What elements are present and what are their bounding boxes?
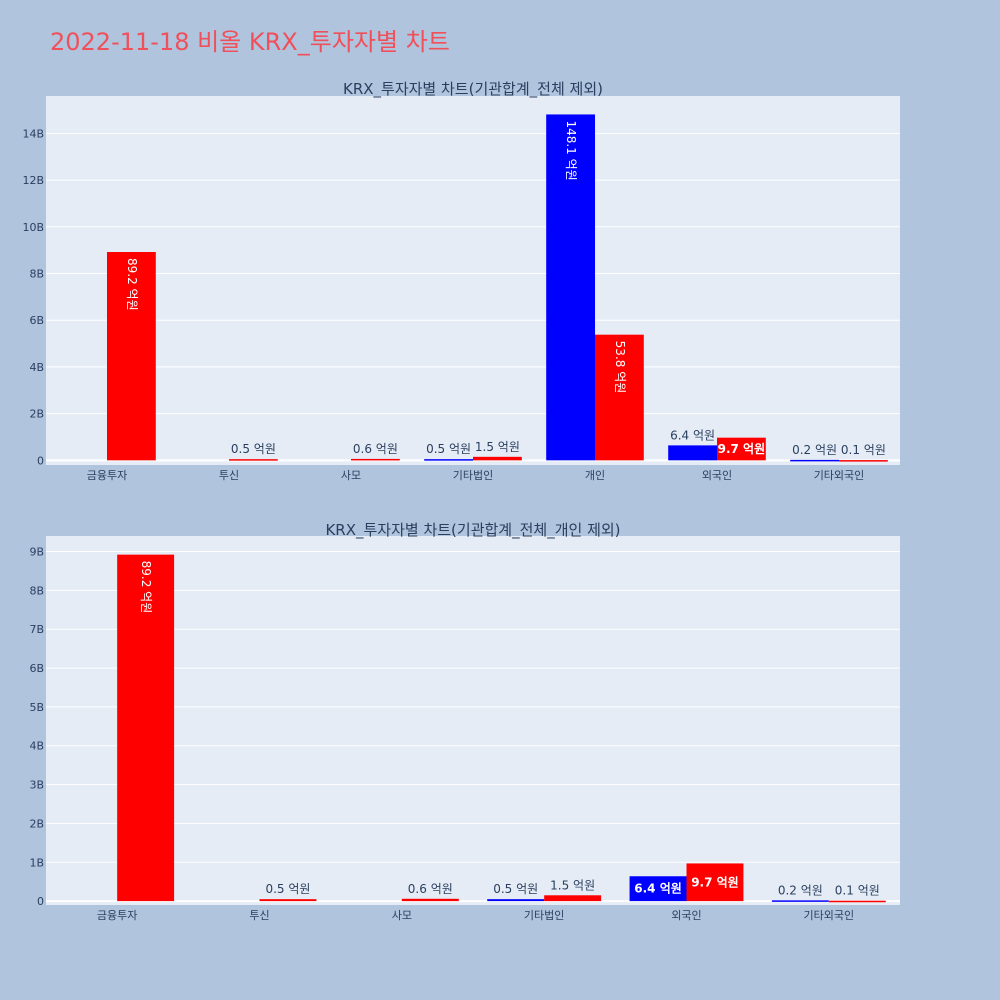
x-tick-label: 기타법인 <box>453 469 493 482</box>
data-label: 0.2 억원 <box>792 443 837 457</box>
bar-sell <box>229 459 278 461</box>
chart-title: KRX_투자자별 차트(기관합계_전체 제외) <box>343 80 603 99</box>
y-tick-label: 1B <box>29 856 44 869</box>
bar-sell <box>828 900 886 903</box>
y-tick-label: 4B <box>29 740 44 753</box>
data-label: 0.5 억원 <box>265 882 310 896</box>
y-tick-label: 2B <box>29 408 44 421</box>
bar-sell <box>473 456 522 461</box>
bar-buy <box>629 876 687 902</box>
bar-sell <box>717 437 766 461</box>
x-tick-label: 개인 <box>585 469 605 482</box>
y-tick-label: 6B <box>29 662 44 675</box>
y-tick-label: 9B <box>29 546 44 559</box>
bar-buy <box>668 445 717 461</box>
x-tick-label: 사모 <box>341 469 361 482</box>
bar-sell <box>839 460 888 462</box>
data-label: 0.6 억원 <box>408 882 453 896</box>
plot-area <box>46 96 900 465</box>
data-label: 6.4 억원 <box>670 428 715 442</box>
bar-buy <box>424 459 473 461</box>
x-tick-label: 외국인 <box>671 909 701 922</box>
bar-sell <box>107 252 156 461</box>
page-title: 2022-11-18 비올 KRX_투자자별 차트 <box>50 28 450 56</box>
chart-panel-1: KRX_투자자별 차트(기관합계_전체 제외) 0 2B 4B 6B 8B 10B 12B 14… <box>22 80 900 482</box>
data-label: 89.2 억원 <box>139 561 153 614</box>
data-label: 0.5 억원 <box>426 442 471 456</box>
data-label: 53.8 억원 <box>613 341 627 394</box>
bar-sell <box>544 895 602 902</box>
data-label: 1.5 억원 <box>475 440 520 454</box>
y-tick-label: 7B <box>29 623 44 636</box>
bar-sell <box>595 334 644 461</box>
y-tick-label: 6B <box>29 314 44 327</box>
data-label: 6.4 억원 <box>634 882 682 896</box>
bar-buy <box>546 114 595 461</box>
y-tick-label: 4B <box>29 361 44 374</box>
x-tick-label: 투신 <box>249 909 269 922</box>
data-label: 9.7 억원 <box>691 875 739 889</box>
x-tick-label: 외국인 <box>702 469 732 482</box>
y-tick-label: 0 <box>37 454 44 467</box>
y-tick-label: 8B <box>29 267 44 280</box>
bar-sell <box>401 898 459 902</box>
plot-area <box>46 536 900 905</box>
x-tick-label: 금융투자 <box>87 469 127 482</box>
y-tick-label: 14B <box>22 127 44 140</box>
bar-sell <box>351 458 400 461</box>
x-tick-label: 투신 <box>219 469 239 482</box>
y-tick-label: 2B <box>29 817 44 830</box>
x-tick-label: 기타외국인 <box>814 469 865 482</box>
x-tick-label: 사모 <box>392 909 412 922</box>
data-label: 0.5 억원 <box>493 882 538 896</box>
data-label: 0.2 억원 <box>778 883 823 897</box>
bar-buy <box>487 899 545 902</box>
bar-sell <box>259 899 317 902</box>
y-tick-label: 0 <box>37 895 44 908</box>
chart-title: KRX_투자자별 차트(기관합계_전체_개인 제외) <box>325 521 620 540</box>
data-label: 148.1 억원 <box>564 120 578 180</box>
bar-buy <box>790 459 839 462</box>
y-tick-label: 8B <box>29 584 44 597</box>
y-tick-label: 5B <box>29 701 44 714</box>
bar-sell <box>117 554 175 902</box>
bar-buy <box>771 900 829 902</box>
y-tick-label: 10B <box>22 221 44 234</box>
x-tick-label: 기타법인 <box>524 909 564 922</box>
data-label: 1.5 억원 <box>550 878 595 892</box>
y-tick-label: 3B <box>29 779 44 792</box>
bar-sell <box>686 863 744 902</box>
data-label: 0.6 억원 <box>353 442 398 456</box>
x-tick-label: 금융투자 <box>97 909 137 922</box>
data-label: 0.1 억원 <box>841 443 886 457</box>
data-label: 9.7 억원 <box>718 442 766 456</box>
data-label: 0.5 억원 <box>231 442 276 456</box>
data-label: 0.1 억원 <box>835 884 880 898</box>
y-tick-label: 12B <box>22 174 44 187</box>
data-label: 89.2 억원 <box>125 258 139 311</box>
x-tick-label: 기타외국인 <box>804 909 855 922</box>
chart-panel-2: KRX_투자자별 차트(기관합계_전체_개인 제외) 0 1B 2B 3B 4B 5B 6B 7… <box>29 521 900 922</box>
